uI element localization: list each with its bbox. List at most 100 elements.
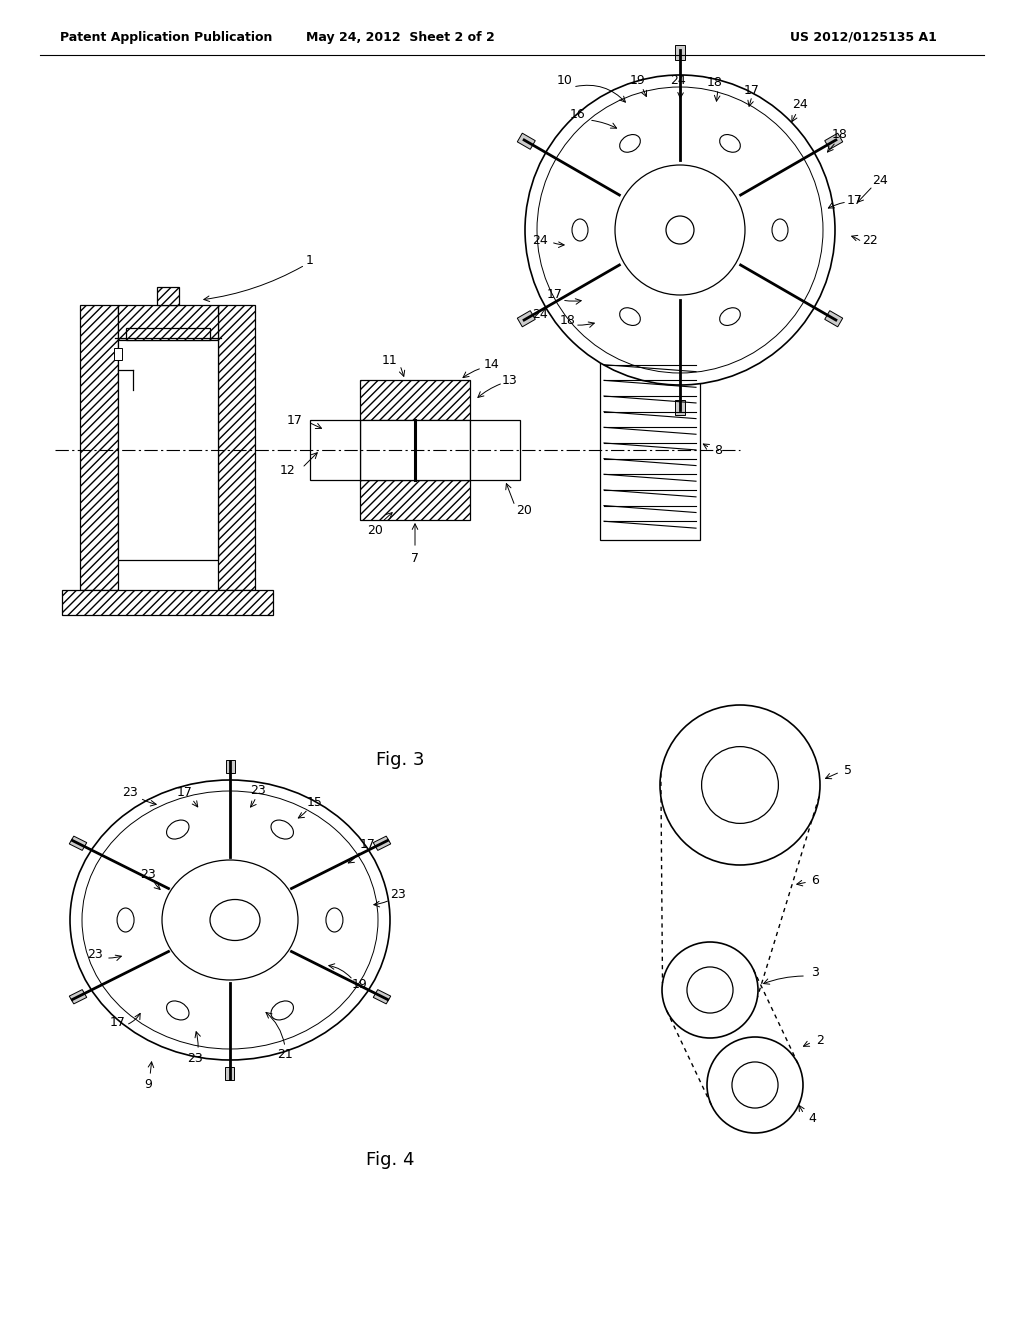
Polygon shape — [675, 45, 685, 59]
Bar — [62, 590, 273, 615]
Text: 11: 11 — [382, 354, 398, 367]
Text: 19: 19 — [630, 74, 646, 87]
Ellipse shape — [210, 899, 260, 940]
Text: 24: 24 — [532, 309, 548, 322]
Ellipse shape — [720, 308, 740, 326]
Circle shape — [660, 705, 820, 865]
Text: 7: 7 — [411, 552, 419, 565]
Polygon shape — [70, 990, 87, 1005]
Text: 23: 23 — [390, 888, 406, 902]
Text: 17: 17 — [110, 1015, 126, 1028]
Bar — [360, 420, 470, 480]
Ellipse shape — [326, 908, 343, 932]
Bar — [114, 348, 122, 360]
Text: 24: 24 — [872, 173, 888, 186]
Polygon shape — [373, 990, 391, 1005]
Polygon shape — [373, 836, 391, 850]
Ellipse shape — [537, 87, 823, 374]
Ellipse shape — [572, 219, 588, 242]
Text: 23: 23 — [140, 869, 156, 882]
Text: 9: 9 — [144, 1077, 152, 1090]
Bar — [218, 305, 255, 590]
Ellipse shape — [70, 780, 390, 1060]
Text: 4: 4 — [808, 1111, 816, 1125]
Text: 16: 16 — [570, 108, 586, 121]
Text: 19: 19 — [352, 978, 368, 991]
Ellipse shape — [772, 219, 788, 242]
Text: 23: 23 — [187, 1052, 203, 1064]
Text: 24: 24 — [670, 74, 686, 87]
Text: May 24, 2012  Sheet 2 of 2: May 24, 2012 Sheet 2 of 2 — [305, 30, 495, 44]
Ellipse shape — [620, 135, 640, 152]
Ellipse shape — [525, 75, 835, 385]
Text: 17: 17 — [547, 289, 563, 301]
Text: 2: 2 — [816, 1034, 824, 1047]
Polygon shape — [225, 1067, 234, 1080]
Circle shape — [707, 1038, 803, 1133]
Text: 24: 24 — [793, 99, 808, 111]
Text: 8: 8 — [714, 444, 722, 457]
Bar — [360, 480, 470, 520]
Bar — [360, 380, 470, 420]
Ellipse shape — [271, 1001, 294, 1020]
Ellipse shape — [162, 861, 298, 979]
Text: 12: 12 — [281, 463, 296, 477]
Polygon shape — [225, 760, 234, 774]
Bar — [118, 341, 218, 560]
Text: 23: 23 — [87, 949, 102, 961]
Bar — [600, 360, 700, 540]
Text: US 2012/0125135 A1: US 2012/0125135 A1 — [790, 30, 937, 44]
Bar — [80, 305, 118, 590]
Ellipse shape — [117, 908, 134, 932]
Polygon shape — [824, 133, 843, 149]
Ellipse shape — [615, 165, 745, 294]
Polygon shape — [824, 310, 843, 327]
Ellipse shape — [82, 791, 378, 1049]
Text: 22: 22 — [862, 234, 878, 247]
Text: 3: 3 — [811, 965, 819, 978]
Circle shape — [662, 942, 758, 1038]
Polygon shape — [70, 836, 87, 850]
Ellipse shape — [167, 820, 189, 840]
Text: 17: 17 — [287, 413, 303, 426]
Text: 18: 18 — [707, 75, 723, 88]
Polygon shape — [675, 400, 685, 414]
Text: 17: 17 — [744, 83, 760, 96]
Text: 18: 18 — [833, 128, 848, 141]
Text: 13: 13 — [502, 374, 518, 387]
Text: 5: 5 — [844, 763, 852, 776]
Text: 17: 17 — [177, 785, 193, 799]
Ellipse shape — [167, 1001, 189, 1020]
Text: 14: 14 — [484, 359, 500, 371]
Text: 1: 1 — [306, 253, 314, 267]
Text: 20: 20 — [516, 503, 531, 516]
Circle shape — [701, 747, 778, 824]
Circle shape — [687, 968, 733, 1012]
Text: 23: 23 — [250, 784, 266, 796]
Bar — [470, 420, 520, 480]
Text: Fig. 3: Fig. 3 — [376, 751, 424, 770]
Text: 10: 10 — [557, 74, 573, 87]
Text: Fig. 4: Fig. 4 — [366, 1151, 415, 1170]
Text: 18: 18 — [560, 314, 575, 326]
Ellipse shape — [271, 820, 294, 840]
Circle shape — [732, 1063, 778, 1107]
Ellipse shape — [720, 135, 740, 152]
Bar — [118, 305, 218, 341]
Bar — [126, 327, 210, 341]
Polygon shape — [517, 133, 536, 149]
Ellipse shape — [620, 308, 640, 326]
Text: 17: 17 — [847, 194, 863, 206]
Polygon shape — [517, 310, 536, 327]
Bar — [310, 420, 360, 480]
Text: Patent Application Publication: Patent Application Publication — [60, 30, 272, 44]
Bar — [157, 286, 178, 305]
Text: 15: 15 — [307, 796, 323, 809]
Text: 17: 17 — [360, 838, 376, 851]
Text: 20: 20 — [367, 524, 383, 536]
Text: 21: 21 — [278, 1048, 293, 1061]
Ellipse shape — [666, 216, 694, 244]
Text: 23: 23 — [122, 785, 138, 799]
Text: 6: 6 — [811, 874, 819, 887]
Text: 24: 24 — [532, 234, 548, 247]
